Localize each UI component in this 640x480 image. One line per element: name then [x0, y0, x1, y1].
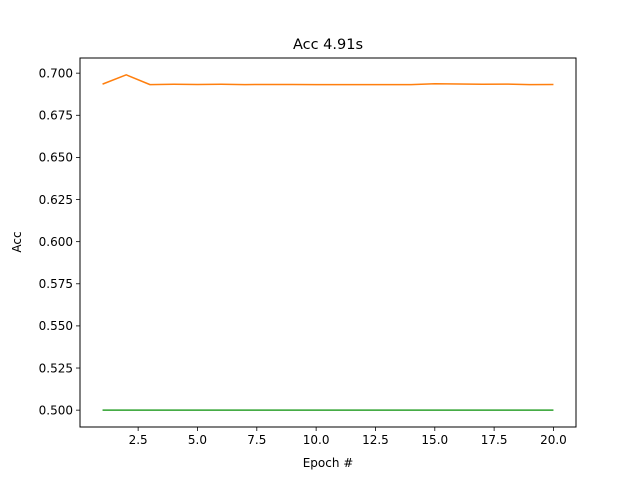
series-line-1 — [102, 74, 554, 86]
x-tick-label: 15.0 — [421, 433, 448, 447]
chart-title: Acc 4.91s — [293, 37, 363, 53]
series-layer — [102, 74, 554, 411]
plot-frame — [79, 57, 577, 428]
x-tick-label: 12.5 — [362, 433, 389, 447]
y-axis: 0.500 0.525 0.550 0.575 0.600 0.625 0.650 0.675… — [39, 66, 80, 417]
x-tick-label: 2.5 — [129, 433, 148, 447]
y-tick-label: 0.575 — [39, 277, 73, 291]
y-tick-label: 0.525 — [39, 361, 73, 375]
x-tick-label: 10.0 — [303, 433, 330, 447]
x-tick-label: 7.5 — [247, 433, 266, 447]
y-tick-label: 0.625 — [39, 193, 73, 207]
y-axis-label: Acc — [10, 231, 24, 252]
x-tick-label: 5.0 — [188, 433, 207, 447]
y-tick-label: 0.675 — [39, 109, 73, 123]
x-tick-label: 20.0 — [540, 433, 567, 447]
x-tick-label: 17.5 — [481, 433, 508, 447]
y-tick-label: 0.600 — [39, 235, 73, 249]
y-tick-label: 0.550 — [39, 319, 73, 333]
y-tick-label: 0.700 — [39, 66, 73, 80]
y-tick-label: 0.500 — [39, 403, 73, 417]
x-axis-label: Epoch # — [303, 456, 354, 470]
y-tick-label: 0.650 — [39, 151, 73, 165]
x-axis: 2.5 5.0 7.5 10.0 12.5 15.0 17.5 20.0 — [129, 427, 567, 447]
